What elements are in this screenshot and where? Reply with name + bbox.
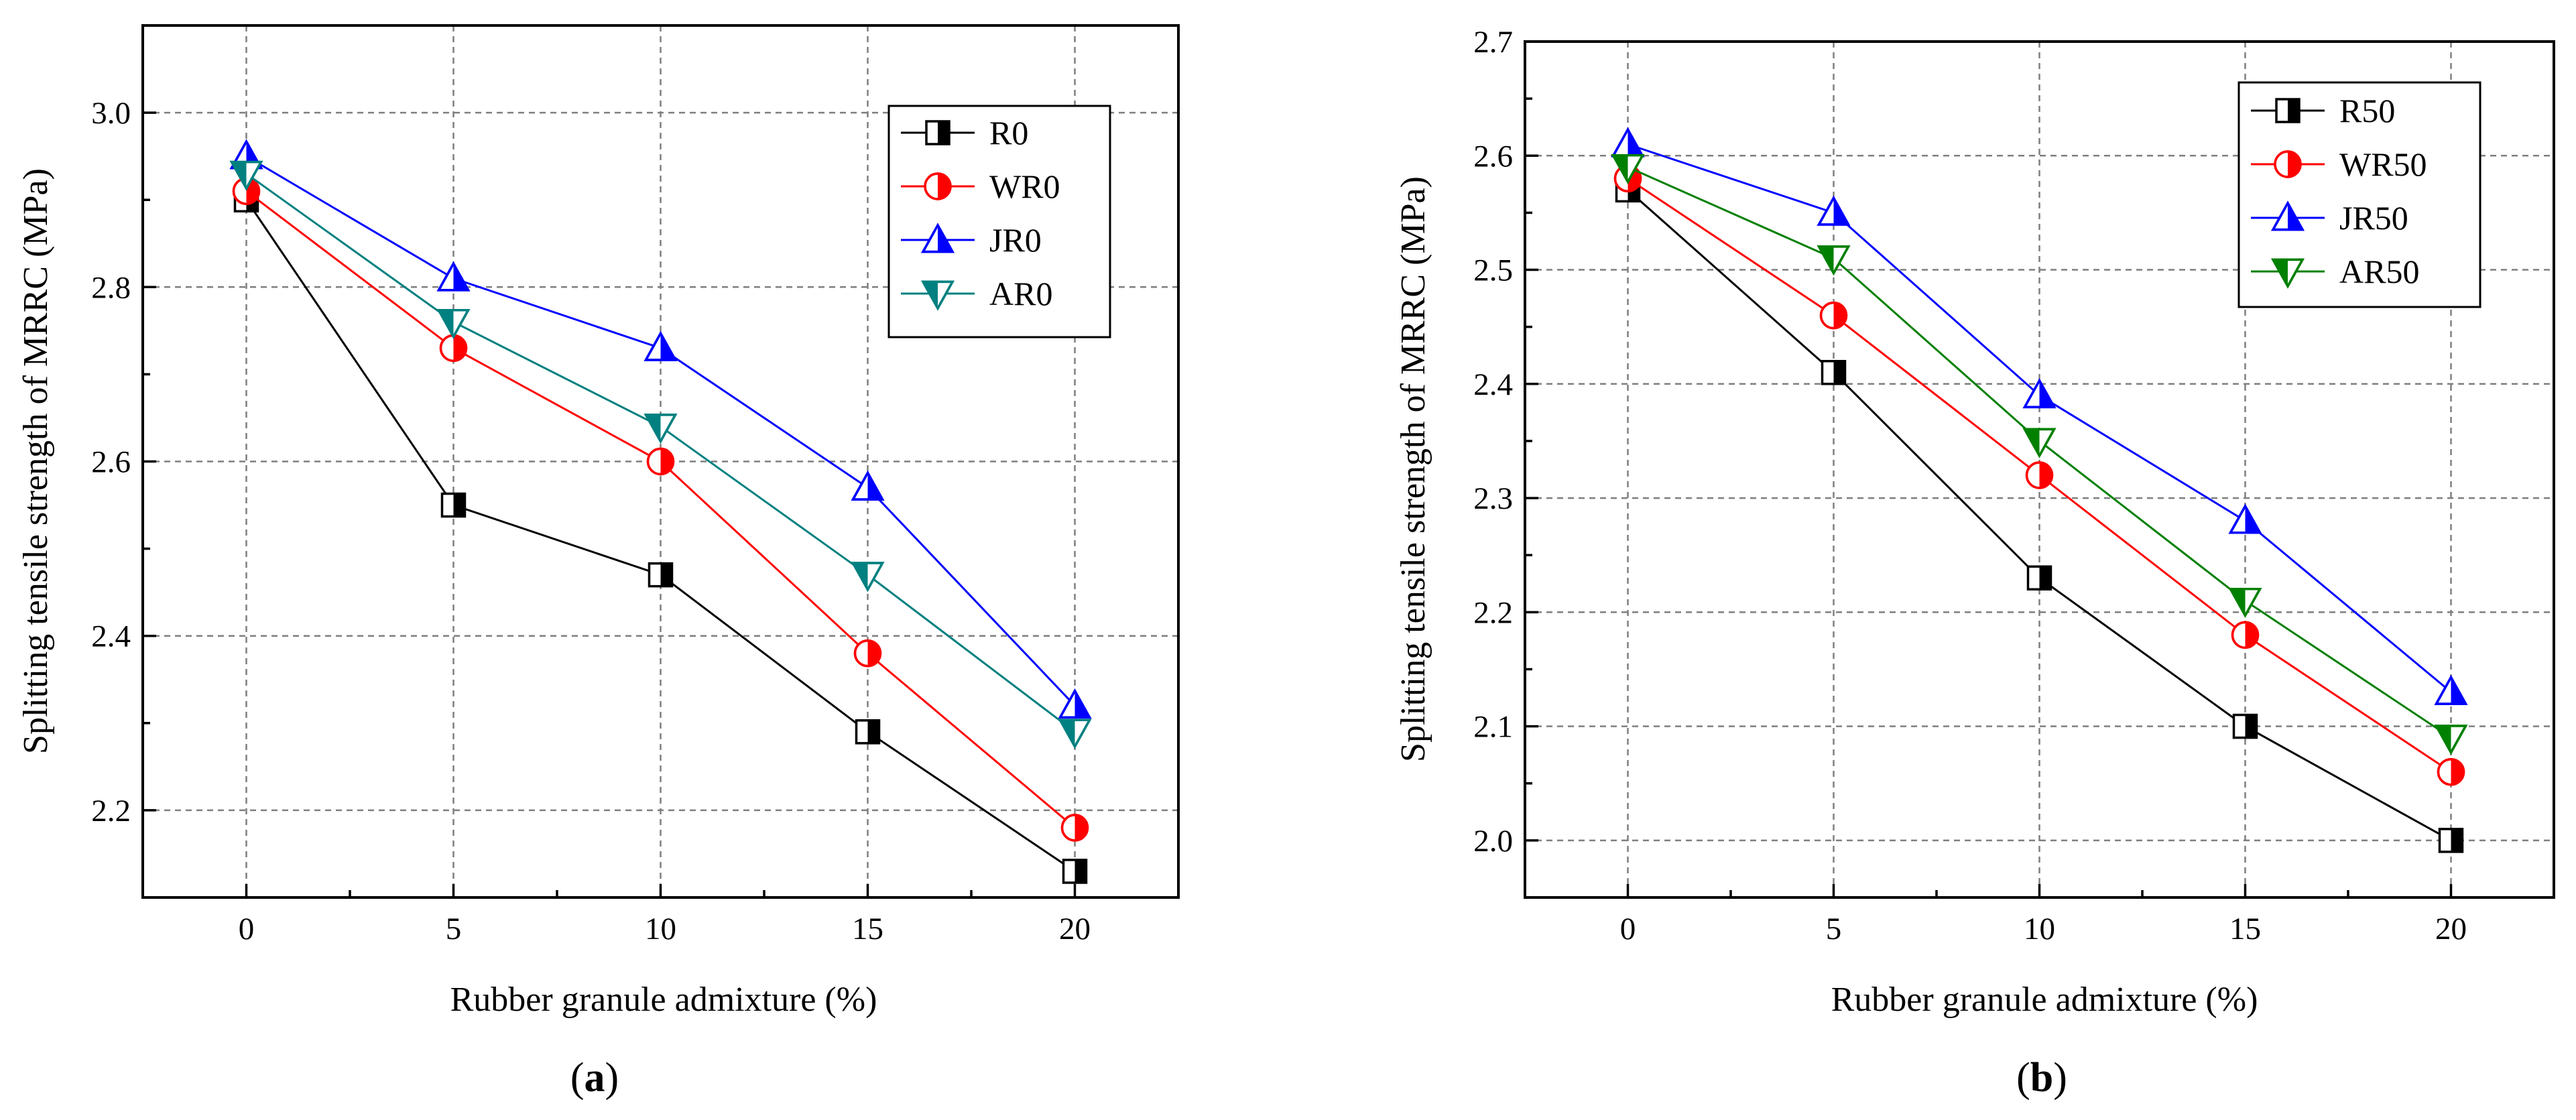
chart-panel-b: 0 5 10 15 20 2.0 2.1 2.2 2.3 2.4 2.5 2.6 2.7 R50 WR50… — [1394, 25, 2555, 1101]
series-AR50 — [1611, 153, 2468, 755]
data-point-R0-15 — [855, 719, 881, 745]
series-WR50 — [1613, 164, 2465, 786]
legend-marker — [2274, 150, 2302, 178]
x-tick-label: 5 — [446, 912, 462, 946]
legend-item: AR0 — [901, 275, 1052, 312]
data-point-WR0-20 — [1060, 814, 1089, 842]
legend-label: AR0 — [989, 275, 1052, 312]
data-point-R0-20 — [1062, 859, 1088, 884]
chart-panel-a: 0 5 10 15 20 2.2 2.4 2.6 2.8 3.0 R0 WR0 JR0 AR0 Rubb… — [17, 24, 1180, 1101]
legend-marker — [2275, 98, 2301, 123]
x-tick-label: 15 — [2229, 912, 2261, 946]
data-point-WR0-5 — [439, 334, 468, 363]
data-point-R50-10 — [2026, 565, 2052, 591]
data-point-R0-5 — [440, 492, 467, 518]
data-point-JR0-20 — [1058, 688, 1092, 719]
data-point-WR50-15 — [2231, 621, 2260, 649]
legend-marker — [921, 280, 955, 311]
legend-label: JR50 — [2339, 199, 2408, 237]
y-tick-label: 2.6 — [1473, 139, 1513, 174]
x-axis-title-a: Rubber granule admixture (%) — [450, 981, 877, 1019]
data-point-JR50-15 — [2228, 503, 2262, 534]
series-WR0 — [232, 177, 1089, 842]
data-point-WR50-5 — [1819, 301, 1848, 330]
x-tick-label: 20 — [2435, 912, 2467, 946]
legend-marker — [2271, 200, 2305, 231]
y-tick-label: 2.1 — [1473, 710, 1513, 745]
panel-caption-b: (b) — [2016, 1055, 2067, 1101]
data-point-JR50-0 — [1611, 127, 1645, 158]
legend-label: JR0 — [989, 221, 1042, 259]
x-tick-label: 10 — [645, 912, 676, 946]
data-point-AR0-15 — [851, 562, 885, 593]
y-axis-title-b: Splitting tensile strength of MRRC (MPa) — [1394, 176, 1432, 762]
data-point-R50-20 — [2438, 828, 2464, 853]
y-tick-label: 2.4 — [91, 619, 131, 654]
y-tick-label: 2.8 — [91, 270, 131, 305]
x-axis-title-b: Rubber granule admixture (%) — [1831, 981, 2258, 1019]
data-point-JR0-10 — [643, 330, 678, 361]
data-point-AR0-0 — [229, 160, 263, 191]
data-point-JR50-5 — [1817, 195, 1851, 226]
panel-caption-a: (a) — [570, 1055, 619, 1101]
y-tick-label: 2.2 — [1473, 595, 1513, 630]
y-tick-label: 2.5 — [1473, 253, 1513, 288]
data-point-AR50-0 — [1611, 153, 1645, 184]
legend-item: R0 — [901, 114, 1028, 151]
legend-label: AR50 — [2339, 253, 2419, 290]
legend-label: R50 — [2339, 92, 2395, 129]
legend-item: R50 — [2251, 92, 2395, 129]
data-point-WR0-15 — [853, 639, 882, 668]
data-point-R0-10 — [648, 562, 674, 588]
data-point-AR50-10 — [2022, 428, 2057, 458]
y-tick-label: 2.3 — [1473, 481, 1513, 516]
data-point-AR50-20 — [2434, 725, 2468, 755]
legend-item: JR50 — [2251, 199, 2408, 237]
data-point-R50-15 — [2232, 713, 2258, 739]
legend-marker — [924, 172, 952, 200]
legend-marker — [921, 223, 955, 253]
x-tick-label: 20 — [1059, 912, 1091, 946]
legend-b: R50 WR50 JR50 AR50 — [2237, 81, 2481, 308]
legend-label: R0 — [989, 114, 1028, 151]
legend-label: WR50 — [2339, 145, 2427, 183]
data-point-WR50-20 — [2437, 757, 2465, 786]
data-point-AR0-10 — [643, 414, 678, 444]
legend-a: R0 WR0 JR0 AR0 — [887, 105, 1111, 338]
legend-marker — [925, 120, 950, 145]
data-point-WR50-10 — [2025, 461, 2054, 489]
y-tick-label: 2.6 — [91, 445, 131, 480]
data-point-JR0-5 — [436, 261, 471, 292]
legend-marker — [2271, 258, 2305, 289]
data-point-AR0-20 — [1058, 719, 1092, 749]
x-tick-label: 0 — [239, 912, 255, 946]
data-point-R50-5 — [1821, 360, 1847, 385]
legend-item: JR0 — [901, 221, 1042, 259]
series-AR0 — [229, 160, 1092, 749]
y-tick-label: 2.2 — [91, 794, 131, 828]
series-JR50 — [1611, 127, 2468, 705]
data-point-JR0-15 — [851, 470, 885, 501]
y-axis-title-a: Splitting tensile strength of MRRC (MPa) — [17, 168, 55, 754]
x-tick-label: 10 — [2024, 912, 2055, 946]
data-point-AR0-5 — [436, 308, 471, 339]
legend-label: WR0 — [989, 168, 1060, 205]
data-point-WR0-10 — [646, 447, 675, 476]
data-point-JR50-20 — [2434, 674, 2468, 705]
y-tick-label: 2.4 — [1473, 367, 1513, 402]
legend-item: WR50 — [2251, 145, 2427, 183]
data-point-AR50-5 — [1817, 245, 1851, 276]
legend-item: AR50 — [2251, 253, 2419, 290]
y-tick-label: 2.0 — [1473, 824, 1513, 859]
x-tick-label: 5 — [1826, 912, 1842, 946]
x-tick-label: 15 — [852, 912, 883, 946]
legend-item: WR0 — [901, 168, 1060, 205]
y-tick-label: 2.7 — [1473, 25, 1513, 60]
y-tick-label: 3.0 — [91, 96, 131, 131]
x-tick-label: 0 — [1620, 912, 1636, 946]
data-point-JR50-10 — [2022, 378, 2057, 409]
data-point-AR50-15 — [2228, 587, 2262, 618]
